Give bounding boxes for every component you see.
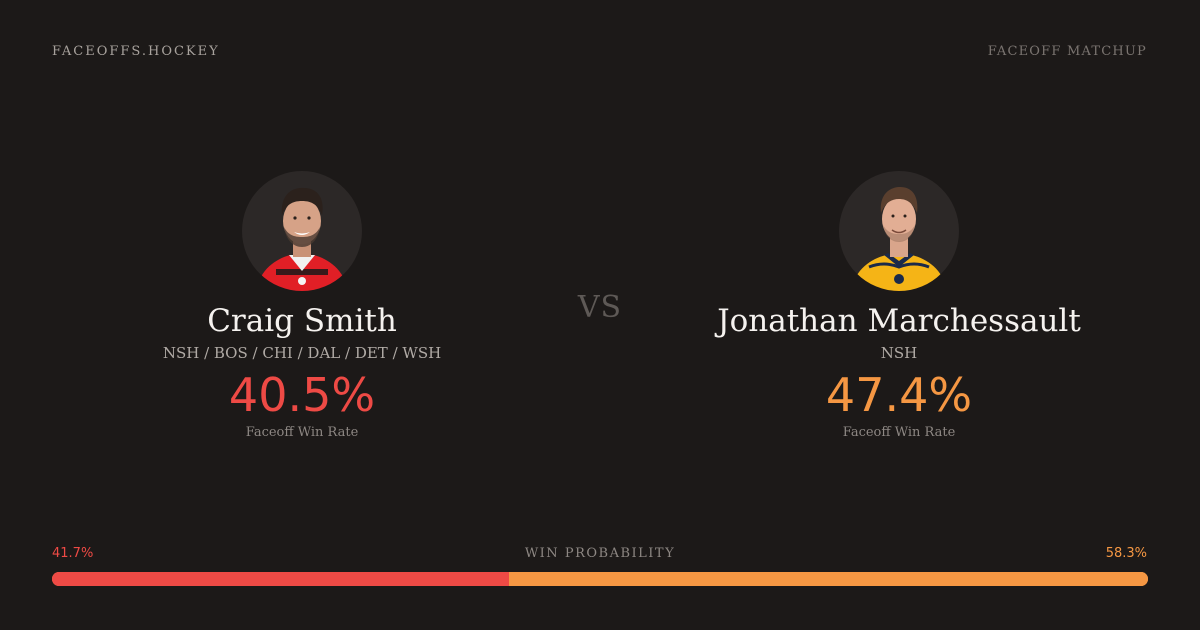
player-win-rate-label-right: Faceoff Win Rate	[842, 425, 956, 440]
win-probability-left-value: 41.7%	[52, 546, 94, 561]
player-win-rate-left: 40.5%	[228, 368, 376, 422]
player-headshot-left	[256, 187, 348, 291]
win-probability-bar	[52, 572, 1148, 586]
player-teams-left: NSH / BOS / CHI / DAL / DET / WSH	[162, 344, 442, 362]
player-card-left: Craig Smith NSH / BOS / CHI / DAL / DET …	[92, 171, 512, 441]
player-name-right[interactable]: Jonathan Marchessault	[717, 303, 1081, 339]
player-win-rate-label-left: Faceoff Win Rate	[245, 425, 359, 440]
win-probability-right-value: 58.3%	[1105, 546, 1147, 561]
player-win-rate-right: 47.4%	[825, 368, 973, 422]
win-probability-bar-left-segment	[52, 572, 510, 586]
win-probability-bar-right-segment	[509, 572, 1148, 586]
matchup-kicker: FACEOFF MATCHUP	[987, 44, 1147, 59]
player-avatar-right	[839, 171, 959, 291]
player-avatar-left	[242, 171, 362, 291]
win-probability-title: WIN PROBABILITY	[524, 546, 676, 561]
player-headshot-right	[851, 187, 947, 291]
vs-label: VS	[577, 290, 623, 325]
player-name-left[interactable]: Craig Smith	[207, 303, 397, 339]
player-teams-right: NSH	[880, 344, 918, 362]
site-brand[interactable]: FACEOFFS.HOCKEY	[52, 44, 220, 59]
player-card-right: Jonathan Marchessault NSH 47.4% Faceoff …	[689, 171, 1109, 441]
